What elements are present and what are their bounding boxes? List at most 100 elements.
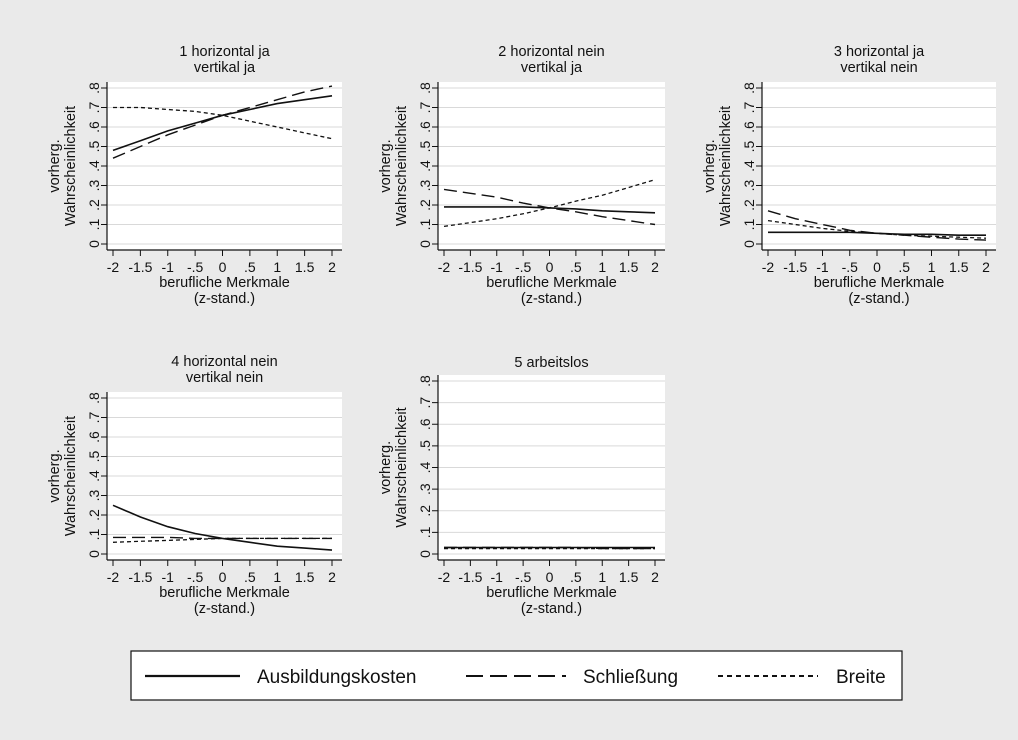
- y-axis-label: vorherg.: [378, 139, 394, 192]
- series-line-breite: [443, 179, 656, 228]
- x-axis-label: berufliche Merkmale: [159, 585, 290, 601]
- x-tick-label: 1.5: [295, 259, 315, 275]
- x-tick-label: -1: [162, 259, 175, 275]
- series-line-schliessung: [112, 85, 333, 159]
- x-tick-label: -1.5: [128, 259, 152, 275]
- x-tick-label: -2: [762, 259, 775, 275]
- y-tick-label: .7: [86, 101, 102, 113]
- x-tick-label: -1.5: [783, 259, 807, 275]
- x-tick-label: -1: [491, 569, 504, 585]
- y-tick-label: .6: [417, 121, 433, 133]
- x-tick-label: .5: [898, 259, 910, 275]
- y-tick-label: 0: [86, 550, 102, 558]
- y-axis-label: vorherg.: [47, 449, 63, 502]
- series-line-breite: [767, 219, 987, 239]
- y-tick-label: .3: [86, 489, 102, 501]
- x-axis-label: berufliche Merkmale: [486, 585, 617, 601]
- y-tick-label: .5: [86, 450, 102, 462]
- y-tick-label: .3: [86, 179, 102, 191]
- panel-2: 0 .1 .2 .3 .4 .5 .6 .7 .8 -2 -1.5 -1 -.5 0 .5 1 1.5 2 2 ho…: [378, 44, 665, 307]
- x-tick-label: -.5: [187, 569, 204, 585]
- y-tick-label: 0: [741, 240, 757, 248]
- y-tick-label: .7: [741, 101, 757, 113]
- y-tick-label: .4: [417, 461, 433, 473]
- y-tick-label: .8: [417, 82, 433, 94]
- panel-title: 5 arbeitslos: [514, 355, 588, 371]
- y-tick-label: .1: [741, 218, 757, 230]
- panel-title: vertikal nein: [840, 60, 917, 76]
- y-axis-label: vorherg.: [702, 139, 718, 192]
- panels: 0.1.2.3.4.5.6.7.8-2 -1.5 -1 -.5 0.5 1 1.5 21 ho…: [47, 44, 996, 617]
- y-tick-label: .2: [417, 199, 433, 211]
- x-tick-label: 1.5: [295, 569, 315, 585]
- y-axis-label: vorherg.: [47, 139, 63, 192]
- y-axis-label: vorherg.: [378, 441, 394, 494]
- x-tick-label: -2: [107, 259, 120, 275]
- x-tick-label: .5: [244, 259, 256, 275]
- y-tick-label: .2: [741, 199, 757, 211]
- panel-title: 3 horizontal ja: [834, 44, 925, 60]
- x-tick-label: -.5: [842, 259, 859, 275]
- y-tick-label: .8: [86, 82, 102, 94]
- panel-title: 4 horizontal nein: [171, 354, 277, 370]
- x-tick-label: -2: [438, 259, 451, 275]
- panel-title: 2 horizontal nein: [498, 44, 604, 60]
- y-tick-label: .6: [417, 418, 433, 430]
- x-tick-label: .5: [244, 569, 256, 585]
- panel-title: vertikal ja: [194, 60, 256, 76]
- y-tick-label: .2: [86, 199, 102, 211]
- series-line-breite: [112, 537, 332, 543]
- x-tick-label: 2: [328, 569, 336, 585]
- x-tick-label: 0: [873, 259, 881, 275]
- y-tick-label: .3: [417, 483, 433, 495]
- x-tick-label: .5: [570, 569, 582, 585]
- y-tick-label: .6: [86, 121, 102, 133]
- x-axis-label: (z-stand.): [521, 291, 582, 307]
- y-tick-label: .3: [417, 179, 433, 191]
- x-tick-label: 1.5: [949, 259, 969, 275]
- y-tick-label: .5: [417, 140, 433, 152]
- y-axis-label: Wahrscheinlichkeit: [394, 407, 410, 527]
- y-tick-label: .8: [741, 82, 757, 94]
- y-tick-label: 0: [86, 240, 102, 248]
- y-tick-label: .5: [741, 140, 757, 152]
- panel-title: 1 horizontal ja: [179, 44, 270, 60]
- y-tick-label: .8: [417, 375, 433, 387]
- panel-4: 0 .1 .2 .3 .4 .5 .6 .7 .8 -2 -1.5 -1 -.5 0 .5 1 1.5 2 4 ho…: [47, 354, 342, 617]
- y-tick-label: .5: [417, 440, 433, 452]
- x-axis-label: (z-stand.): [194, 291, 255, 307]
- x-tick-label: 1: [928, 259, 936, 275]
- y-axis-label: Wahrscheinlichkeit: [718, 106, 734, 226]
- x-axis-label: berufliche Merkmale: [159, 275, 290, 291]
- y-tick-label: .4: [417, 160, 433, 172]
- x-tick-label: -1: [816, 259, 829, 275]
- x-tick-label: -1.5: [458, 259, 482, 275]
- panel-title: vertikal ja: [521, 60, 583, 76]
- x-tick-label: -.5: [515, 569, 532, 585]
- x-tick-label: 0: [546, 569, 554, 585]
- y-tick-label: .6: [741, 121, 757, 133]
- series-line-breite: [113, 106, 333, 140]
- legend-label-ausbildungskosten: Ausbildungskosten: [257, 667, 417, 688]
- y-tick-label: .1: [417, 526, 433, 538]
- x-tick-label: 1: [598, 569, 606, 585]
- x-tick-label: -1.5: [458, 569, 482, 585]
- x-tick-label: -1: [162, 569, 175, 585]
- panel-5: 0 .1 .2 .3 .4 .5 .6 .7 .8 -2 -1.5 -1 -.5 0 .5 1 1.5 2 5 ar…: [378, 355, 665, 617]
- panel-title: vertikal nein: [186, 370, 263, 386]
- y-tick-label: .5: [86, 140, 102, 152]
- y-tick-label: .3: [741, 179, 757, 191]
- x-tick-label: -2: [107, 569, 120, 585]
- y-axis-label: Wahrscheinlichkeit: [394, 106, 410, 226]
- x-tick-label: 1: [273, 259, 281, 275]
- x-axis-label: berufliche Merkmale: [814, 275, 945, 291]
- x-tick-label: 0: [219, 569, 227, 585]
- y-tick-label: .2: [417, 505, 433, 517]
- y-axis-label: Wahrscheinlichkeit: [63, 416, 79, 536]
- y-axis-label: Wahrscheinlichkeit: [63, 106, 79, 226]
- x-tick-label: .5: [570, 259, 582, 275]
- legend-label-breite: Breite: [836, 667, 886, 688]
- x-axis-label: berufliche Merkmale: [486, 275, 617, 291]
- x-tick-label: -1.5: [128, 569, 152, 585]
